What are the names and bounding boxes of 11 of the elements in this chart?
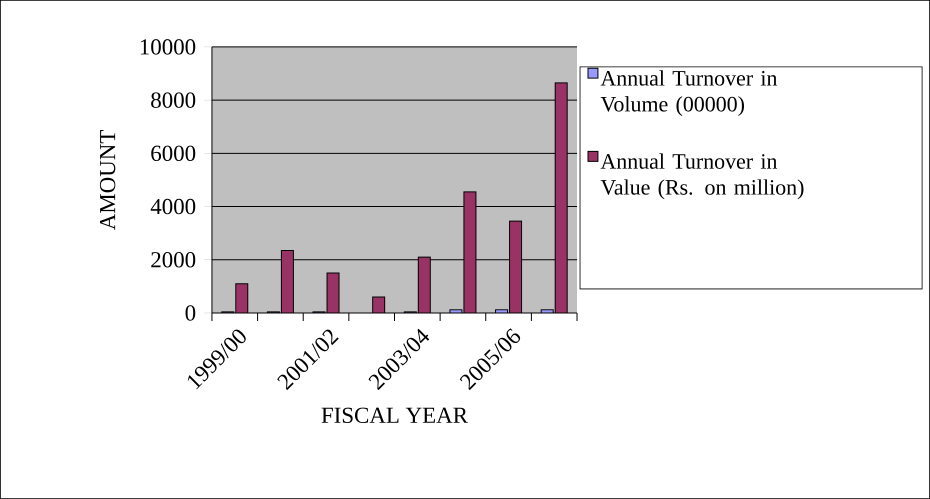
bar	[372, 296, 386, 314]
y-tick-label: 6000	[151, 146, 196, 162]
y-tick-label: 2000	[151, 252, 196, 268]
y-tick-label: 4000	[150, 198, 196, 214]
y-tick-label: 10000	[140, 39, 196, 55]
legend-label: Annual Turnover in Volume (00000)	[600, 70, 778, 116]
x-axis-title: FISCAL YEAR	[322, 408, 468, 424]
y-axis-title: AMOUNT	[100, 130, 116, 230]
y-tick-label: 0	[186, 305, 196, 321]
legend-label: Annual Turnover in Value (Rs. on million)	[600, 153, 804, 200]
y-tick-label: 8000	[151, 92, 196, 108]
